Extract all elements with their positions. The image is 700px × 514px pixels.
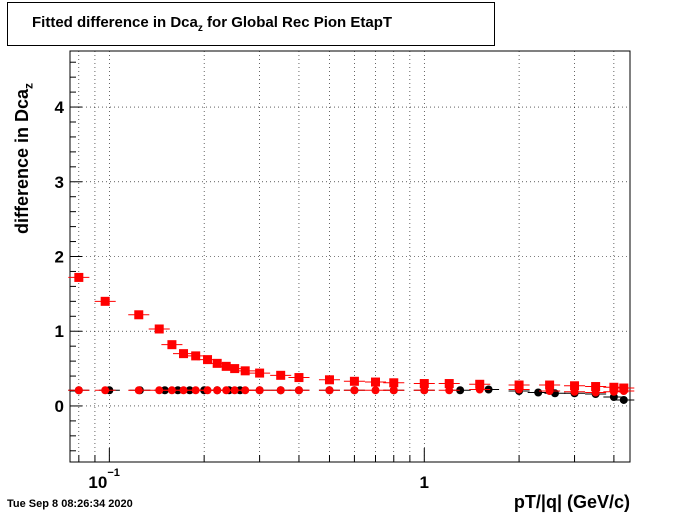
data-point-circle	[350, 386, 359, 395]
data-point-circle	[74, 386, 83, 395]
data-point-square	[179, 349, 189, 359]
data-point-circle	[255, 386, 264, 395]
data-point-square	[419, 379, 429, 389]
data-point-square	[570, 381, 580, 391]
x-axis-label: pT/|q| (GeV/c)	[513, 492, 630, 512]
title-box: Fitted difference in Dcaz for Global Rec…	[7, 2, 495, 46]
data-point-circle	[389, 386, 398, 395]
data-point-circle	[134, 386, 143, 395]
data-point-circle	[619, 395, 628, 404]
data-point-circle	[276, 386, 285, 395]
data-point-circle	[420, 386, 429, 395]
data-point-square	[370, 377, 380, 387]
title-main: Fitted difference in Dca	[32, 14, 198, 31]
data-point-square	[100, 296, 110, 306]
data-point-circle	[619, 387, 628, 396]
data-point-circle	[155, 386, 164, 395]
title-rest: for Global Rec Pion EtapT	[202, 14, 393, 31]
data-point-circle	[325, 386, 334, 395]
data-point-square	[545, 380, 555, 390]
data-point-circle	[609, 387, 618, 396]
y-tick-label: 4	[55, 98, 65, 117]
y-tick-label: 3	[55, 173, 64, 192]
data-point-square	[349, 376, 359, 386]
data-point-square	[514, 380, 524, 390]
data-point-square	[203, 355, 213, 365]
y-axis-label: difference in Dcaz	[12, 83, 36, 234]
data-point-square	[294, 373, 304, 383]
x-tick-label-group: 10 −1	[88, 467, 119, 492]
data-point-circle	[570, 387, 579, 396]
data-point-square	[212, 358, 222, 368]
data-point-square	[255, 368, 265, 378]
data-point-circle	[241, 386, 250, 395]
data-point-square	[324, 375, 334, 385]
y-tick-label: 2	[55, 248, 64, 267]
data-point-square	[74, 272, 84, 282]
data-point-square	[191, 351, 201, 361]
data-point-circle	[456, 386, 465, 395]
data-point-square	[167, 340, 177, 350]
data-point-square	[609, 382, 619, 392]
data-point-circle	[591, 388, 600, 397]
x-tick-label-base: 10	[88, 473, 107, 492]
data-point-circle	[534, 388, 543, 397]
data-point-square	[389, 378, 399, 388]
x-tick-label: 1	[420, 473, 429, 492]
data-point-square	[591, 382, 601, 392]
data-point-square	[221, 361, 231, 371]
data-point-circle	[371, 386, 380, 395]
data-point-square	[230, 364, 240, 374]
data-point-square	[240, 366, 250, 376]
data-point-circle	[101, 386, 110, 395]
y-axis-label-sub: z	[21, 82, 36, 89]
data-point-square	[154, 324, 164, 334]
title-sub: z	[197, 23, 203, 34]
data-point-circle	[545, 387, 554, 396]
data-point-square	[475, 379, 485, 389]
data-point-square	[276, 370, 286, 380]
data-point-circle	[294, 386, 303, 395]
data-point-circle	[475, 385, 484, 394]
y-tick-label: 1	[55, 322, 64, 341]
y-tick-label: 0	[55, 397, 64, 416]
datestamp: Tue Sep 8 08:26:34 2020	[7, 498, 133, 510]
data-point-circle	[191, 386, 200, 395]
data-point-circle	[179, 386, 188, 395]
data-point-square	[134, 310, 144, 320]
series-2	[68, 385, 635, 397]
series-1	[68, 272, 635, 393]
data-point-circle	[445, 386, 454, 395]
y-axis-label-main: difference in Dca	[12, 88, 32, 234]
data-point-circle	[515, 385, 524, 394]
data-point-square	[444, 379, 454, 389]
x-tick-label-exponent: −1	[107, 467, 120, 479]
chart-title: Fitted difference in Dcaz for Global Rec…	[32, 14, 392, 34]
data-point-circle	[167, 386, 176, 395]
